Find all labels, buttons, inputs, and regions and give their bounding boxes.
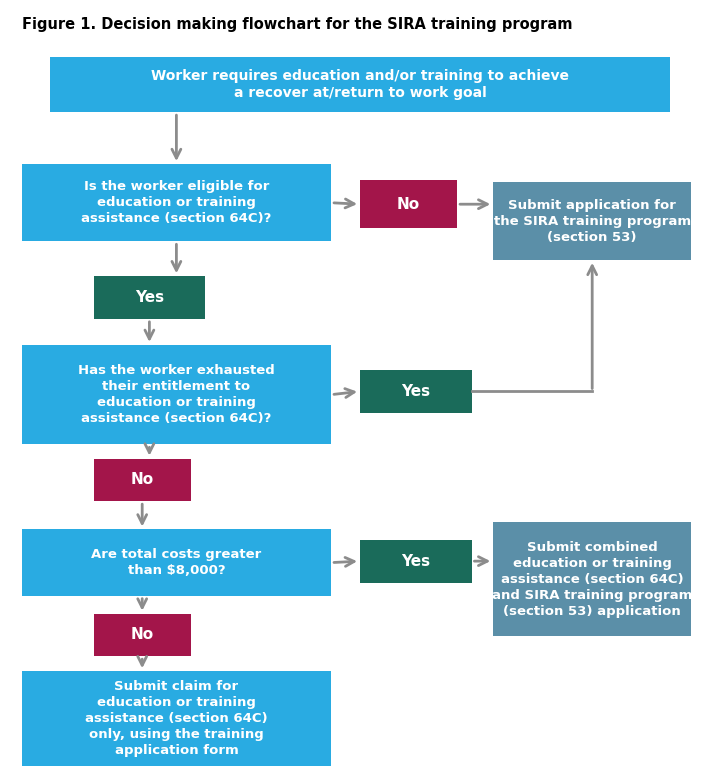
Text: Figure 1. Decision making flowchart for the SIRA training program: Figure 1. Decision making flowchart for … (22, 17, 572, 32)
Text: No: No (397, 196, 420, 212)
FancyBboxPatch shape (94, 614, 191, 656)
FancyBboxPatch shape (50, 57, 670, 112)
FancyBboxPatch shape (360, 540, 472, 583)
Text: Submit claim for
education or training
assistance (section 64C)
only, using the : Submit claim for education or training a… (85, 680, 268, 757)
FancyBboxPatch shape (94, 458, 191, 502)
FancyBboxPatch shape (493, 182, 691, 260)
Text: No: No (130, 472, 154, 488)
Text: Has the worker exhausted
their entitlement to
education or training
assistance (: Has the worker exhausted their entitleme… (78, 364, 275, 425)
FancyBboxPatch shape (360, 180, 457, 228)
Text: Are total costs greater
than $8,000?: Are total costs greater than $8,000? (91, 548, 261, 577)
FancyBboxPatch shape (22, 530, 331, 596)
FancyBboxPatch shape (360, 370, 472, 413)
Text: Submit application for
the SIRA training program
(section 53): Submit application for the SIRA training… (494, 199, 690, 243)
Text: Yes: Yes (401, 384, 431, 399)
Text: No: No (130, 628, 154, 642)
FancyBboxPatch shape (22, 164, 331, 241)
FancyBboxPatch shape (493, 522, 691, 636)
FancyBboxPatch shape (94, 276, 205, 319)
Text: Is the worker eligible for
education or training
assistance (section 64C)?: Is the worker eligible for education or … (81, 180, 271, 225)
Text: Yes: Yes (135, 290, 164, 305)
Text: Submit combined
education or training
assistance (section 64C)
and SIRA training: Submit combined education or training as… (492, 541, 693, 618)
Text: Yes: Yes (401, 553, 431, 569)
FancyBboxPatch shape (22, 671, 331, 765)
Text: Worker requires education and/or training to achieve
a recover at/return to work: Worker requires education and/or trainin… (151, 69, 569, 100)
FancyBboxPatch shape (22, 345, 331, 444)
